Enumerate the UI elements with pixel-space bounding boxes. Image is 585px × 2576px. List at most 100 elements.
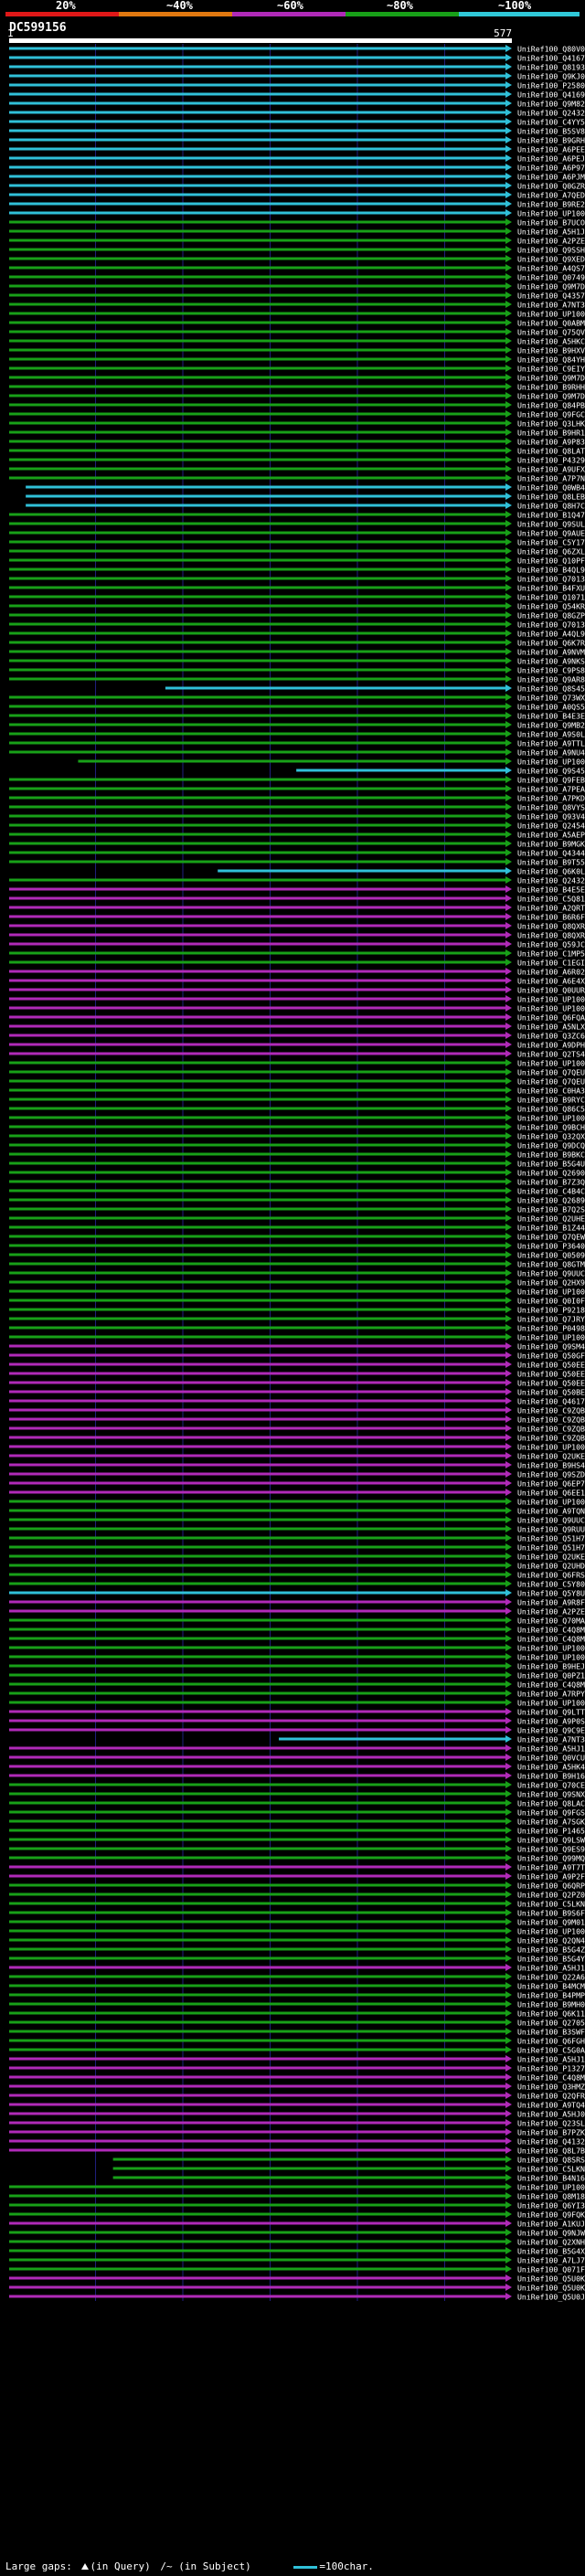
hit-arrow-icon: [505, 1571, 512, 1578]
hit-label: UniRef100_Q2UHD6: [517, 1562, 585, 1571]
hit-arrow-icon: [505, 2247, 512, 2254]
hit-label: UniRef100_Q26895: [517, 1196, 585, 1205]
hit-arrow-icon: [505, 346, 512, 354]
hit-label: UniRef100_A5HJ11: [517, 1744, 585, 1754]
hit-label: UniRef100_Q5U0K3: [517, 2284, 585, 2293]
hit-label: UniRef100_Q51H77: [517, 1543, 585, 1553]
hit-label: UniRef100_Q9XED9: [517, 255, 585, 264]
hit-label: UniRef100_Q9BCH0: [517, 1123, 585, 1132]
query-title: DC599156: [9, 21, 67, 35]
hit-label: UniRef100_A9NVM7: [517, 648, 585, 657]
hit-label: UniRef100_P92185: [517, 1306, 585, 1315]
hit-label: UniRef100_Q10PF9: [517, 557, 585, 566]
hit-arrow-icon: [505, 602, 512, 610]
hit-label: UniRef100_Q9AUE5: [517, 529, 585, 538]
hit-arrow-icon: [505, 794, 512, 801]
hit-arrow-icon: [505, 1744, 512, 1752]
hit-label: UniRef100_Q9SZD6: [517, 1470, 585, 1479]
hit-arrow-icon: [505, 1607, 512, 1615]
hit-label: UniRef100_A9P833: [517, 438, 585, 447]
hit-arrow-icon: [505, 2210, 512, 2218]
hit-label: UniRef100_Q70136: [517, 620, 585, 630]
hit-label: UniRef100_Q8L7B8: [517, 2147, 585, 2156]
hit-label: UniRef100_Q8S454: [517, 684, 585, 694]
hit-arrow-icon: [505, 264, 512, 271]
hit-label: UniRef100_B7PZK7: [517, 2128, 585, 2137]
hit-arrow-icon: [505, 310, 512, 317]
hit-arrow-icon: [505, 1498, 512, 1505]
hit-label: UniRef100_UP1000...: [517, 1333, 585, 1342]
hit-arrow-icon: [505, 520, 512, 527]
hit-label: UniRef100_Q84PB9: [517, 401, 585, 410]
hit-arrow-icon: [505, 474, 512, 482]
hit-label: UniRef100_C4B4C8: [517, 1187, 585, 1196]
hit-arrow-icon: [505, 822, 512, 829]
hit-arrow-icon: [505, 2238, 512, 2245]
hit-label: UniRef100_B4PMP6: [517, 1991, 585, 2000]
hit-label: UniRef100_B3SWF9: [517, 2028, 585, 2037]
hit-label: UniRef100_Q9ES93: [517, 1845, 585, 1854]
hit-arrow-icon: [505, 1882, 512, 1889]
hit-arrow-icon: [505, 1379, 512, 1386]
hit-label: UniRef100_Q75QV8: [517, 328, 585, 337]
legend-label-100: ~100%: [498, 0, 532, 12]
hit-arrow-icon: [505, 1434, 512, 1441]
hit-arrow-icon: [505, 1452, 512, 1459]
hit-label: UniRef100_Q071F0: [517, 2265, 585, 2274]
hit-label: UniRef100_A2QRT6: [517, 904, 585, 913]
hit-label: UniRef100_Q6FQA4: [517, 1013, 585, 1023]
hit-label: UniRef100_C5Y805: [517, 1580, 585, 1589]
hit-arrow-icon: [505, 2046, 512, 2053]
hit-label: UniRef100_UP1000...: [517, 758, 585, 767]
hit-arrow-icon: [505, 410, 512, 418]
hit-label: UniRef100_A9NU42: [517, 748, 585, 758]
hit-arrow-icon: [505, 392, 512, 399]
hit-arrow-icon: [505, 2220, 512, 2227]
hit-label: UniRef100_Q50EE5: [517, 1370, 585, 1379]
hit-label: UniRef100_Q3LHK1: [517, 419, 585, 429]
hit-arrow-icon: [505, 1105, 512, 1112]
hit-label: UniRef100_P43296: [517, 456, 585, 465]
hit-label: UniRef100_B5G4U0: [517, 1160, 585, 1169]
hit-arrow-icon: [505, 1114, 512, 1121]
hit-label: UniRef100_UP1000...: [517, 1443, 585, 1452]
hit-arrow-icon: [505, 191, 512, 198]
hit-label: UniRef100_Q5Y8U6: [517, 1589, 585, 1598]
hit-label: UniRef100_Q9FGC0: [517, 410, 585, 419]
hit-label: UniRef100_A9TTL3: [517, 739, 585, 748]
hit-arrow-icon: [505, 2019, 512, 2026]
hit-label: UniRef100_A7LJ78: [517, 2256, 585, 2265]
hit-arrow-icon: [505, 575, 512, 582]
hit-arrow-icon: [505, 867, 512, 875]
hit-label: UniRef100_Q2UKE2: [517, 1553, 585, 1562]
hit-arrow-icon: [505, 2156, 512, 2163]
hit-label: UniRef100_C9ZQB4: [517, 1434, 585, 1443]
hit-arrow-icon: [505, 1269, 512, 1277]
hit-arrow-icon: [505, 1406, 512, 1414]
hit-label: UniRef100_B9BKC0: [517, 1150, 585, 1160]
hit-arrow-icon: [505, 1023, 512, 1030]
hit-label: UniRef100_A6R026: [517, 968, 585, 977]
hit-arrow-icon: [505, 1489, 512, 1496]
footer-gap-label: Large gaps:: [5, 2560, 72, 2572]
hit-arrow-icon: [505, 273, 512, 281]
hit-arrow-icon: [505, 1461, 512, 1468]
hit-arrow-icon: [505, 1891, 512, 1898]
hit-label: UniRef100_Q2UKE1: [517, 1452, 585, 1461]
hit-label: UniRef100_C1MP57: [517, 949, 585, 959]
hit-label: UniRef100_B1Z446: [517, 1224, 585, 1233]
hit-arrow-icon: [505, 1872, 512, 1880]
hit-arrow-icon: [505, 2229, 512, 2236]
hit-label: UniRef100_B9H166: [517, 1772, 585, 1781]
hit-arrow-icon: [505, 1543, 512, 1551]
hit-arrow-icon: [505, 374, 512, 381]
hit-arrow-icon: [505, 1845, 512, 1852]
hit-label: UniRef100_A7PKD5: [517, 794, 585, 803]
hit-arrow-icon: [505, 2165, 512, 2172]
hit-label: UniRef100_Q9UUC8: [517, 1269, 585, 1278]
hit-label: UniRef100_B9RE26: [517, 200, 585, 209]
hit-label: UniRef100_Q9FGS3: [517, 1808, 585, 1818]
hit-arrow-icon: [505, 2265, 512, 2273]
hit-label: UniRef100_B4QL95: [517, 566, 585, 575]
hit-label: UniRef100_A9T7T1: [517, 1863, 585, 1872]
